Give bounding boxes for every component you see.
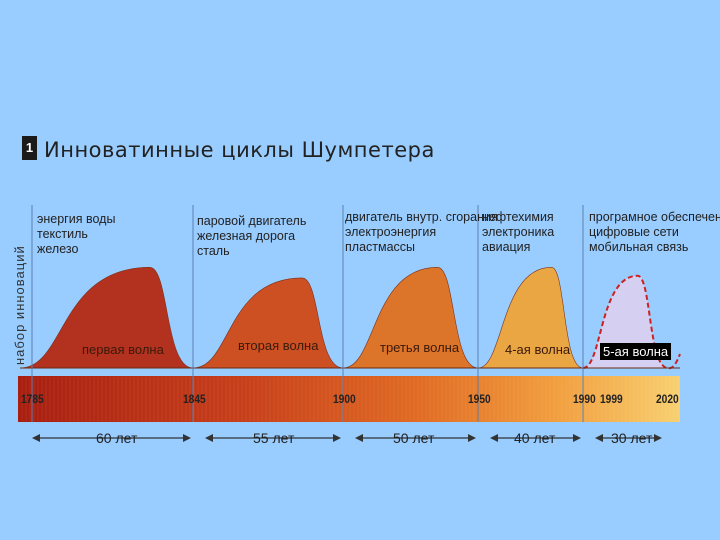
duration-arrow-left-head <box>205 434 213 442</box>
duration-label-5: 30 лет <box>611 430 653 446</box>
wave-2-innovations: паровой двигатель железная дорога сталь <box>197 214 306 259</box>
duration-label-4: 40 лет <box>514 430 556 446</box>
duration-label-3: 50 лет <box>393 430 435 446</box>
wave-area-3 <box>342 266 479 369</box>
timeline-bar <box>18 376 680 422</box>
wave-1-label: первая волна <box>82 342 164 357</box>
duration-arrow-right-head <box>183 434 191 442</box>
innovation-item: пластмассы <box>345 240 416 254</box>
chart-title: Инноватинные циклы Шумпетера <box>44 138 435 162</box>
year-tick-2020: 2020 <box>656 392 679 406</box>
year-tick-1950: 1950 <box>468 392 491 406</box>
innovation-item: железная дорога <box>197 229 296 243</box>
wave-area-1 <box>19 266 194 369</box>
duration-arrow-right-head <box>573 434 581 442</box>
innovation-item: паровой двигатель <box>197 214 307 228</box>
innovation-item: текстиль <box>37 227 88 241</box>
duration-arrow-left-head <box>595 434 603 442</box>
year-tick-1999: 1999 <box>600 392 623 406</box>
year-tick-1845: 1845 <box>183 392 206 406</box>
innovation-item: авиация <box>482 240 531 254</box>
wave-2-label: вторая волна <box>238 338 319 353</box>
duration-arrow-left-head <box>355 434 363 442</box>
innovation-item: двигатель внутр. сгорания <box>345 210 498 224</box>
year-tick-1785: 1785 <box>21 392 44 406</box>
wave-5-outline <box>582 274 681 370</box>
innovation-item: сталь <box>197 244 230 258</box>
innovation-item: энергия воды <box>37 212 116 226</box>
duration-arrow-left-head <box>32 434 40 442</box>
wave-4-label: 4-ая волна <box>505 342 571 357</box>
innovation-item: нефтехимия <box>482 210 554 224</box>
wave-3-innovations: двигатель внутр. сгорания электроэнергия… <box>345 210 498 255</box>
innovation-item: электроэнергия <box>345 225 437 239</box>
wave-1-innovations: энергия воды текстиль железо <box>37 212 115 257</box>
year-tick-1900: 1900 <box>333 392 356 406</box>
wave-5-label: 5-ая волна <box>600 343 672 360</box>
innovation-item: програмное обеспечение <box>589 210 720 224</box>
duration-arrow-right-head <box>654 434 662 442</box>
year-tick-1990: 1990 <box>573 392 596 406</box>
wave-5-innovations: програмное обеспечение цифровые сети моб… <box>589 210 720 255</box>
innovation-item: мобильная связь <box>589 240 689 254</box>
duration-arrow-left-head <box>490 434 498 442</box>
duration-arrow-right-head <box>333 434 341 442</box>
wave-3-label: третья волна <box>380 340 460 355</box>
wave-area-4 <box>477 266 584 369</box>
title-badge: 1 <box>22 136 37 160</box>
innovation-item: цифровые сети <box>589 225 679 239</box>
duration-arrow-right-head <box>468 434 476 442</box>
duration-label-1: 60 лет <box>96 430 138 446</box>
wave-area-2 <box>192 277 344 369</box>
duration-label-2: 55 лет <box>253 430 295 446</box>
innovation-item: электроника <box>482 225 555 239</box>
innovation-item: железо <box>37 242 79 256</box>
wave-4-innovations: нефтехимия электроника авиация <box>482 210 554 255</box>
